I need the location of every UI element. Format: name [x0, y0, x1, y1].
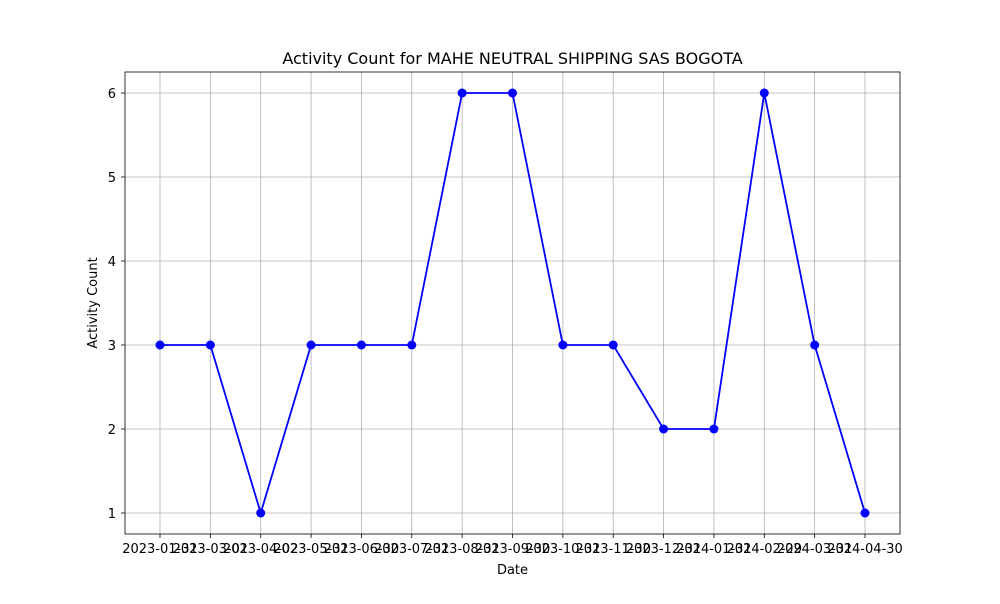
x-tick-label: 2023-05-31	[273, 542, 349, 557]
x-tick-label: 2023-03-01	[173, 542, 249, 557]
data-point	[407, 340, 417, 350]
data-point	[558, 340, 568, 350]
x-tick-label: 2023-07-31	[374, 542, 450, 557]
x-tick-label: 2023-12-31	[626, 542, 702, 557]
y-tick-label: 1	[108, 507, 116, 522]
data-point	[155, 340, 165, 350]
data-point	[659, 424, 669, 434]
x-axis-ticks: 2023-01-312023-03-012023-04-022023-05-31…	[122, 534, 903, 557]
data-point	[205, 340, 215, 350]
data-point	[256, 508, 266, 518]
x-tick-label: 2023-09-30	[475, 542, 551, 557]
gridlines	[125, 72, 900, 534]
x-tick-label: 2023-04-02	[223, 542, 299, 557]
data-point	[759, 88, 769, 98]
y-axis-label: Activity Count	[86, 257, 101, 348]
data-point	[608, 340, 618, 350]
x-tick-label: 2024-04-30	[827, 542, 903, 557]
x-tick-label: 2024-03-31	[777, 542, 853, 557]
y-tick-label: 2	[108, 423, 116, 438]
y-tick-label: 3	[108, 339, 116, 354]
y-tick-label: 5	[108, 171, 116, 186]
data-point	[356, 340, 366, 350]
x-tick-label: 2023-08-31	[424, 542, 500, 557]
data-point	[860, 508, 870, 518]
x-tick-label: 2024-01-31	[676, 542, 752, 557]
series-layer	[155, 88, 870, 518]
data-point	[709, 424, 719, 434]
chart-title: Activity Count for MAHE NEUTRAL SHIPPING…	[282, 49, 742, 68]
data-point	[457, 88, 467, 98]
x-tick-label: 2024-02-29	[727, 542, 803, 557]
y-tick-label: 4	[108, 255, 116, 270]
data-point	[306, 340, 316, 350]
x-tick-label: 2023-06-30	[324, 542, 400, 557]
x-tick-label: 2023-10-31	[525, 542, 601, 557]
x-tick-label: 2023-01-31	[122, 542, 198, 557]
x-axis-label: Date	[497, 563, 528, 578]
y-tick-label: 6	[108, 87, 116, 102]
data-point	[810, 340, 820, 350]
y-axis-ticks: 1 2 3 4 5 6	[108, 87, 125, 522]
data-point	[508, 88, 517, 98]
x-tick-label: 2023-11-30	[575, 542, 651, 557]
